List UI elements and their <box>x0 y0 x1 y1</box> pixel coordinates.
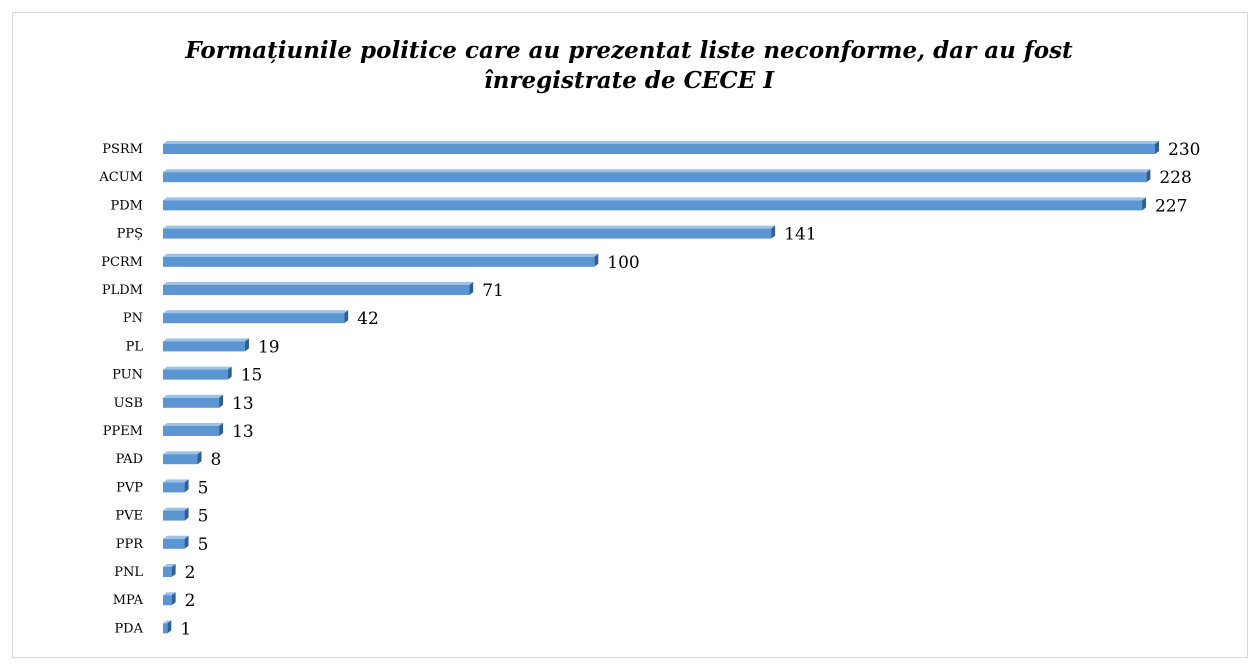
bar-side-pdm <box>1142 197 1147 211</box>
value-label-pdm: 227 <box>1155 196 1187 216</box>
bar-ppr <box>163 538 185 549</box>
bar-side-pad <box>197 451 202 465</box>
category-label-pldm: PLDM <box>102 283 143 298</box>
bar-top-pcrm <box>163 253 599 257</box>
bar-side-pl <box>244 338 249 352</box>
bar-acum <box>163 172 1147 183</box>
category-label-pcrm: PCRM <box>101 255 143 270</box>
category-label-pdm: PDM <box>111 198 143 213</box>
bar-side-ppr <box>184 535 189 549</box>
bar-top-pvp <box>163 479 189 483</box>
bar-side-psrm <box>1155 141 1159 154</box>
bar-top-pn <box>163 310 349 314</box>
bar-pdm <box>163 200 1143 211</box>
value-label-pun: 15 <box>241 366 263 386</box>
bar-top-pun <box>163 366 232 370</box>
bar-side-pcrm <box>594 253 599 267</box>
category-label-mpa: MPA <box>113 593 144 608</box>
value-label-pl: 19 <box>258 337 280 357</box>
category-label-pda: PDA <box>114 621 143 636</box>
bar-pnl <box>163 567 172 577</box>
category-label-pn: PN <box>123 311 143 326</box>
bar-top-ppr <box>163 535 189 539</box>
bar-pn <box>163 313 345 324</box>
value-label-pps: 141 <box>784 225 816 245</box>
value-label-ppem: 13 <box>232 422 254 442</box>
bar-side-pvp <box>184 479 189 493</box>
bar-usb <box>163 397 220 408</box>
value-label-mpa: 2 <box>185 591 196 611</box>
bar-pldm <box>163 285 470 295</box>
bar-pad <box>163 454 198 465</box>
bar-side-usb <box>219 394 224 408</box>
bar-side-pn <box>344 310 349 324</box>
value-label-psrm: 230 <box>1168 140 1200 160</box>
bar-side-pun <box>227 366 232 380</box>
chart-frame <box>12 12 1248 658</box>
bar-pda <box>163 623 168 634</box>
bar-side-ppem <box>219 423 224 436</box>
bar-top-pl <box>163 338 249 342</box>
bar-top-pdm <box>163 197 1147 201</box>
category-label-pvp: PVP <box>116 480 143 495</box>
value-label-usb: 13 <box>232 394 254 414</box>
value-label-pda: 1 <box>180 619 191 639</box>
value-label-pcrm: 100 <box>607 253 639 273</box>
category-label-pun: PUN <box>112 368 143 383</box>
bar-side-pldm <box>469 282 474 295</box>
bar-side-pnl <box>171 564 176 577</box>
bar-top-pad <box>163 451 202 455</box>
category-label-ppem: PPEM <box>103 424 143 439</box>
category-label-usb: USB <box>114 396 143 411</box>
bar-side-mpa <box>171 592 176 606</box>
category-label-pl: PL <box>126 339 144 354</box>
chart-title-line-2: înregistrate de CECE I <box>483 67 775 94</box>
bar-ppem <box>163 426 220 436</box>
bar-top-psrm <box>163 141 1159 144</box>
bar-side-pve <box>184 507 189 521</box>
chart-title-line-1: Formațiunile politice care au prezentat … <box>185 37 1073 64</box>
value-label-pve: 5 <box>198 507 209 527</box>
bar-mpa <box>163 595 172 606</box>
bar-top-acum <box>163 169 1151 173</box>
category-label-pnl: PNL <box>114 565 143 580</box>
bar-top-pve <box>163 507 189 511</box>
bar-psrm <box>163 144 1155 154</box>
category-label-pad: PAD <box>116 452 143 467</box>
bar-pps <box>163 228 772 239</box>
bar-pve <box>163 510 185 521</box>
bar-top-mpa <box>163 592 176 596</box>
bar-top-ppem <box>163 423 224 426</box>
value-label-ppr: 5 <box>198 535 209 555</box>
bar-side-pda <box>167 620 172 634</box>
value-label-pnl: 2 <box>185 563 196 583</box>
category-label-acum: ACUM <box>98 170 143 185</box>
bar-pvp <box>163 482 185 493</box>
value-label-pad: 8 <box>211 450 222 470</box>
category-label-ppr: PPR <box>116 537 144 552</box>
bar-side-acum <box>1146 169 1151 183</box>
value-label-pvp: 5 <box>198 478 209 498</box>
bar-pcrm <box>163 256 595 267</box>
value-label-pldm: 71 <box>482 281 504 301</box>
bar-top-pda <box>163 620 172 624</box>
bar-top-pnl <box>163 564 176 567</box>
chart-title: Formațiunile politice care au prezentat … <box>0 36 1258 96</box>
value-label-pn: 42 <box>357 309 379 329</box>
bar-pl <box>163 341 245 352</box>
bar-side-pps <box>771 225 776 239</box>
bar-top-usb <box>163 394 224 398</box>
value-label-acum: 228 <box>1159 168 1191 188</box>
category-label-pve: PVE <box>115 509 143 524</box>
bar-pun <box>163 369 228 380</box>
bar-top-pldm <box>163 282 474 285</box>
category-label-pps: PPȘ <box>117 227 143 242</box>
bar-top-pps <box>163 225 776 229</box>
category-label-psrm: PSRM <box>102 142 143 157</box>
